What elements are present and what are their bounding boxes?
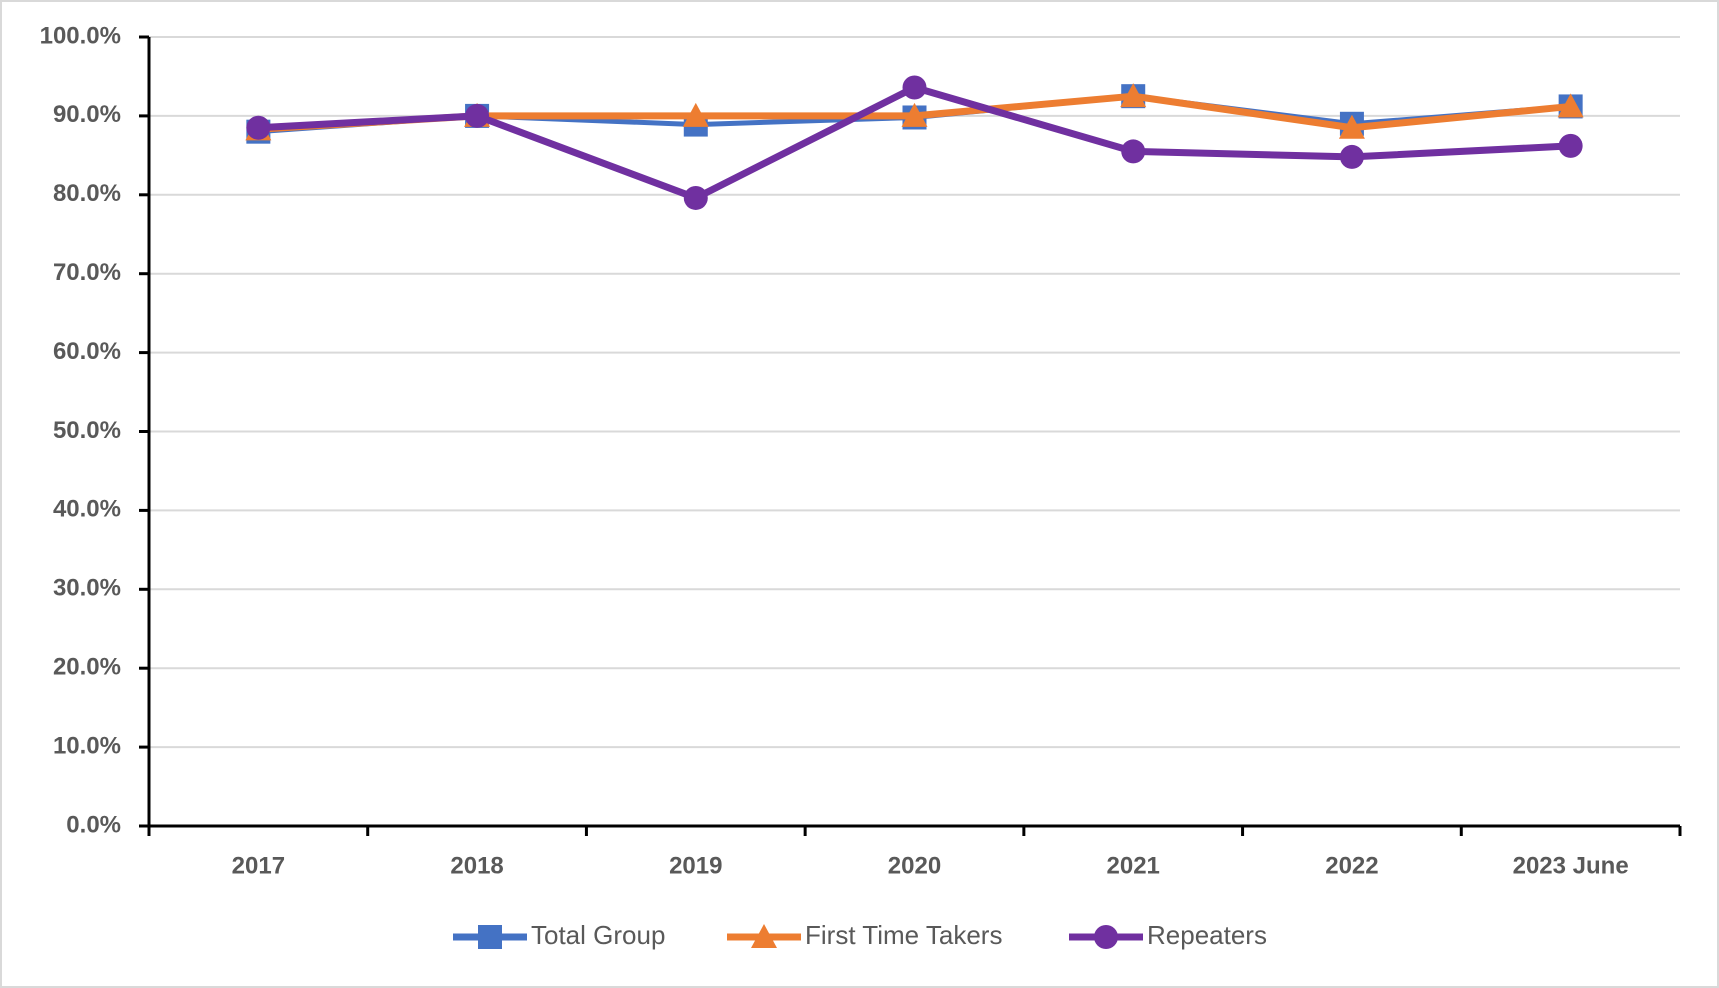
y-tick-label: 60.0% xyxy=(53,338,121,365)
x-tick-label: 2018 xyxy=(450,852,503,879)
y-tick-label: 50.0% xyxy=(53,417,121,444)
data-point xyxy=(1338,114,1365,139)
legend-marker xyxy=(1094,925,1118,949)
data-point xyxy=(1558,133,1583,158)
y-tick-label: 90.0% xyxy=(53,101,121,128)
data-point xyxy=(682,102,709,127)
data-point xyxy=(901,102,928,127)
x-tick-label: 2022 xyxy=(1325,852,1378,879)
x-tick-label: 2021 xyxy=(1107,852,1160,879)
legend-label: First Time Takers xyxy=(805,920,1002,950)
y-tick-label: 70.0% xyxy=(53,259,121,286)
y-tick-label: 30.0% xyxy=(53,575,121,602)
y-tick-label: 10.0% xyxy=(53,732,121,759)
data-point xyxy=(1339,144,1364,169)
y-tick-label: 100.0% xyxy=(40,22,121,49)
y-tick-label: 20.0% xyxy=(53,654,121,681)
legend-label: Repeaters xyxy=(1147,920,1267,950)
y-tick-label: 80.0% xyxy=(53,180,121,207)
y-tick-label: 40.0% xyxy=(53,496,121,523)
data-point xyxy=(465,103,490,128)
data-point xyxy=(683,185,708,210)
legend-label: Total Group xyxy=(531,920,665,950)
data-point xyxy=(246,115,271,140)
data-point xyxy=(902,75,927,100)
legend-marker xyxy=(478,925,502,949)
x-tick-label: 2017 xyxy=(232,852,285,879)
x-tick-label: 2020 xyxy=(888,852,941,879)
x-tick-label: 2023 June xyxy=(1513,852,1629,879)
y-tick-label: 0.0% xyxy=(66,811,121,838)
x-tick-label: 2019 xyxy=(669,852,722,879)
data-point xyxy=(1121,139,1146,164)
data-point xyxy=(1557,93,1584,118)
legend-marker xyxy=(751,924,777,948)
data-point xyxy=(1120,83,1147,108)
